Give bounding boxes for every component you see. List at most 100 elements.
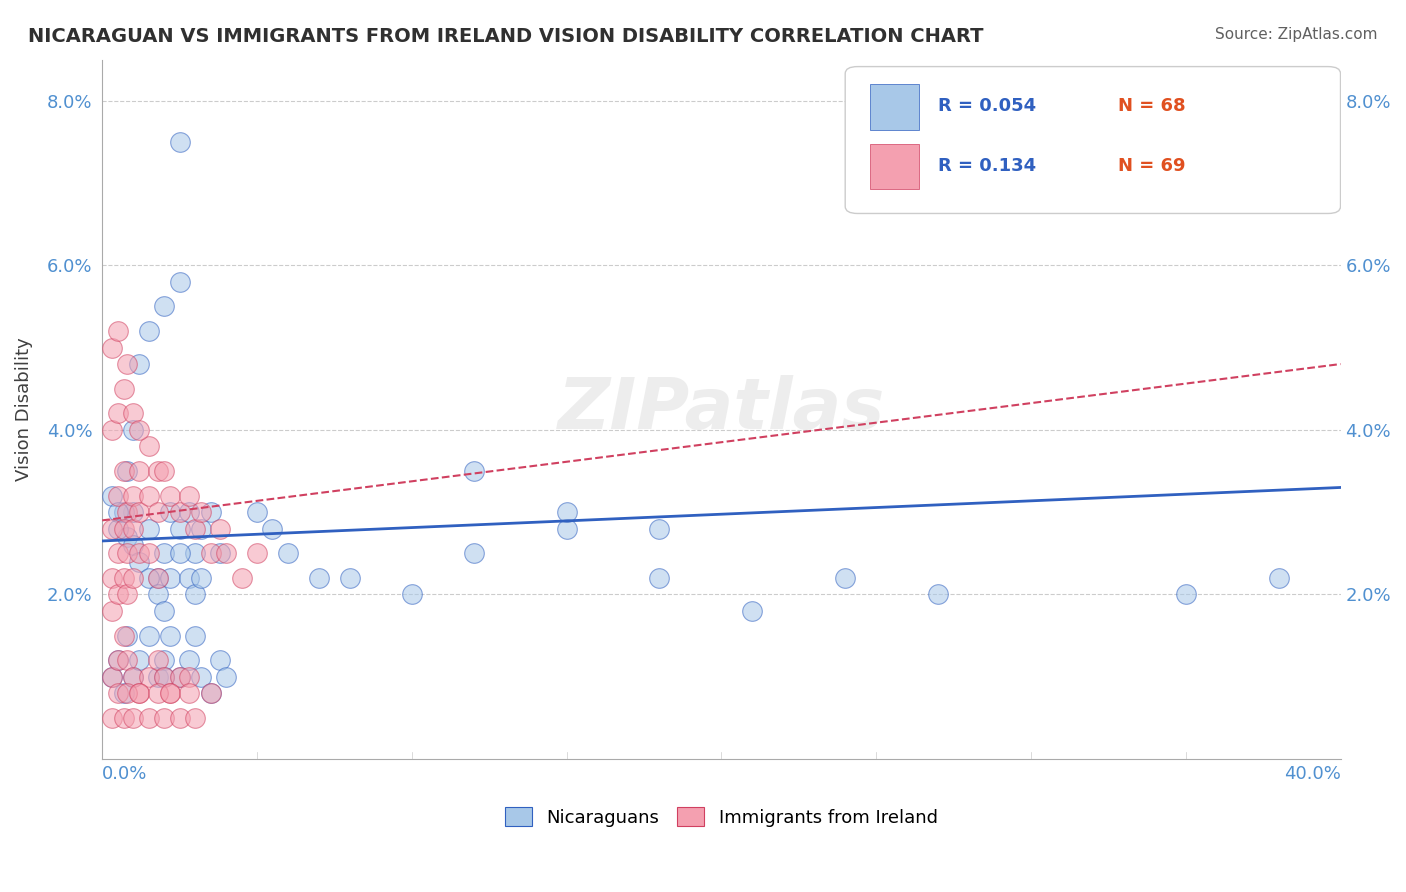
Text: R = 0.134: R = 0.134 — [938, 157, 1036, 175]
Legend: Nicaraguans, Immigrants from Ireland: Nicaraguans, Immigrants from Ireland — [498, 800, 945, 834]
Point — [190, 571, 212, 585]
Point — [128, 653, 150, 667]
Point — [463, 546, 485, 560]
Point — [184, 629, 207, 643]
Point — [115, 653, 138, 667]
Point — [128, 686, 150, 700]
Point — [1267, 571, 1289, 585]
Point — [107, 505, 129, 519]
Point — [169, 522, 191, 536]
Point — [153, 464, 176, 478]
FancyBboxPatch shape — [845, 67, 1340, 213]
Point — [648, 522, 671, 536]
Point — [107, 653, 129, 667]
Point — [122, 423, 145, 437]
Text: Source: ZipAtlas.com: Source: ZipAtlas.com — [1215, 27, 1378, 42]
Point — [128, 357, 150, 371]
Point — [215, 546, 238, 560]
Point — [231, 571, 253, 585]
Point — [146, 587, 169, 601]
Point — [100, 341, 122, 355]
Point — [112, 464, 135, 478]
Point — [177, 571, 200, 585]
Point — [169, 546, 191, 560]
Point — [159, 686, 181, 700]
Point — [153, 653, 176, 667]
Point — [200, 686, 222, 700]
Point — [112, 571, 135, 585]
Point — [138, 571, 160, 585]
Point — [159, 489, 181, 503]
Point — [555, 505, 578, 519]
Point — [122, 711, 145, 725]
Point — [122, 670, 145, 684]
Text: N = 69: N = 69 — [1118, 157, 1185, 175]
Point — [169, 135, 191, 149]
Point — [128, 546, 150, 560]
Point — [159, 686, 181, 700]
Point — [177, 489, 200, 503]
Text: ZIPatlas: ZIPatlas — [558, 375, 884, 444]
FancyBboxPatch shape — [870, 84, 920, 129]
Point — [115, 629, 138, 643]
Point — [122, 670, 145, 684]
Point — [169, 275, 191, 289]
Point — [1174, 587, 1197, 601]
Point — [177, 670, 200, 684]
Point — [115, 546, 138, 560]
Point — [122, 522, 145, 536]
Text: R = 0.054: R = 0.054 — [938, 97, 1036, 115]
Point — [177, 505, 200, 519]
Point — [107, 546, 129, 560]
Point — [107, 324, 129, 338]
Point — [927, 587, 949, 601]
Point — [834, 571, 856, 585]
Point — [190, 670, 212, 684]
Point — [138, 522, 160, 536]
Point — [122, 489, 145, 503]
Point — [463, 464, 485, 478]
Point — [138, 324, 160, 338]
Point — [100, 423, 122, 437]
Point — [153, 546, 176, 560]
Point — [146, 571, 169, 585]
Point — [100, 522, 122, 536]
Point — [112, 629, 135, 643]
Point — [184, 546, 207, 560]
Point — [555, 522, 578, 536]
Point — [146, 571, 169, 585]
Point — [128, 464, 150, 478]
Point — [208, 653, 231, 667]
Point — [159, 505, 181, 519]
Point — [146, 505, 169, 519]
Text: N = 68: N = 68 — [1118, 97, 1185, 115]
Point — [159, 629, 181, 643]
Point — [208, 546, 231, 560]
Point — [184, 522, 207, 536]
Point — [107, 406, 129, 420]
Point — [153, 670, 176, 684]
Point — [169, 505, 191, 519]
Point — [107, 489, 129, 503]
Point — [100, 571, 122, 585]
Point — [115, 587, 138, 601]
Point — [128, 505, 150, 519]
Point — [177, 653, 200, 667]
Point — [122, 505, 145, 519]
Point — [128, 423, 150, 437]
Point — [100, 604, 122, 618]
Point — [115, 464, 138, 478]
Point — [112, 686, 135, 700]
Point — [277, 546, 299, 560]
Point — [146, 686, 169, 700]
Point — [741, 604, 763, 618]
Point — [138, 670, 160, 684]
Point — [112, 505, 135, 519]
Y-axis label: Vision Disability: Vision Disability — [15, 337, 32, 481]
Point — [169, 670, 191, 684]
FancyBboxPatch shape — [870, 144, 920, 189]
Point — [159, 571, 181, 585]
Point — [112, 382, 135, 396]
Point — [128, 686, 150, 700]
Point — [648, 571, 671, 585]
